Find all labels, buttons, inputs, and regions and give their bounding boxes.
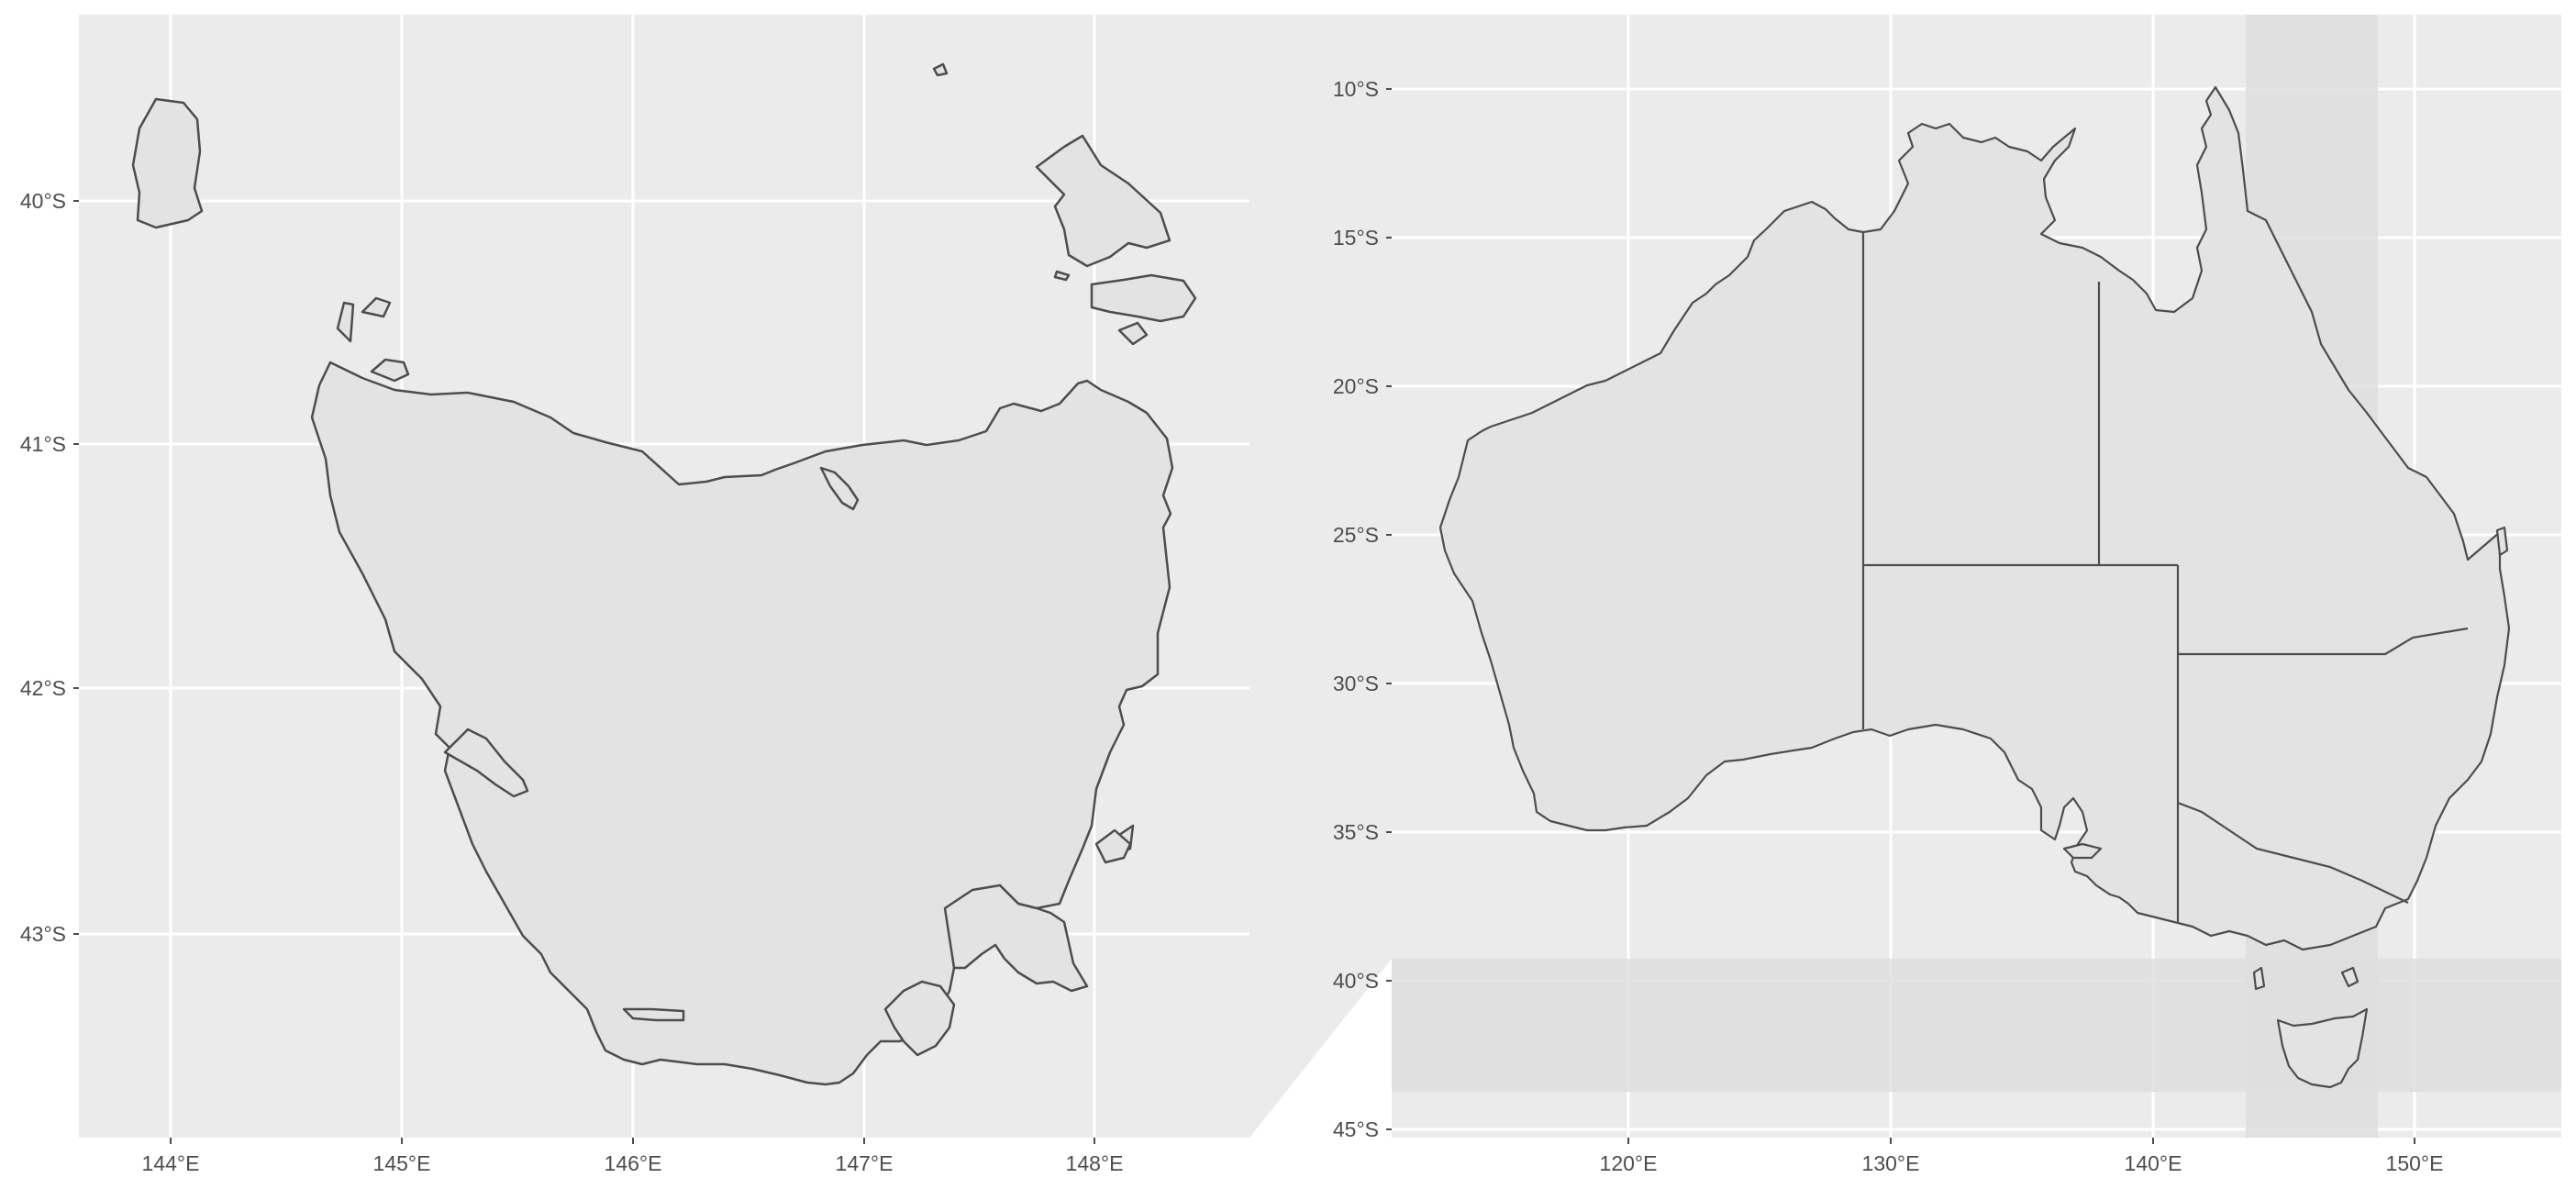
small-island-north <box>932 62 949 77</box>
main-panel: 10°S 15°S 20°S 25°S 30°S 35°S 40°S 45°S … <box>1333 15 2561 1175</box>
main-y-tick-label: 25°S <box>1333 523 1379 547</box>
inset-y-tick-label: 43°S <box>20 922 66 946</box>
kangaroo-island <box>2062 842 2103 860</box>
main-y-tick-label: 45°S <box>1333 1117 1379 1141</box>
main-y-tick-label: 40°S <box>1333 969 1379 993</box>
inset-x-tick-label: 145°E <box>373 1151 431 1175</box>
inset-x-axis: 144°E 145°E 146°E 147°E 148°E <box>142 1138 1124 1175</box>
main-x-tick-label: 150°E <box>2386 1151 2444 1175</box>
main-y-tick-label: 30°S <box>1333 672 1379 695</box>
hunter-island <box>336 301 355 343</box>
tasmania-landmass <box>131 62 1197 1086</box>
inset-y-axis: 40°S 41°S 42°S 43°S <box>20 189 79 946</box>
main-y-tick-label: 10°S <box>1333 77 1379 101</box>
inset-y-tick-label: 41°S <box>20 432 66 456</box>
king-island-small <box>2252 966 2266 991</box>
main-x-tick-label: 140°E <box>2125 1151 2182 1175</box>
bruny-island <box>883 980 956 1057</box>
tamar-estuary <box>819 466 860 511</box>
king-island <box>131 97 204 229</box>
small-island-channel <box>1053 270 1071 282</box>
inset-y-tick-label: 42°S <box>20 676 66 700</box>
state-borders <box>1861 232 2469 922</box>
main-x-axis: 120°E 130°E 140°E 150°E <box>1600 1138 2444 1175</box>
three-hummock-island <box>361 296 392 318</box>
clarke-island <box>1117 321 1149 346</box>
main-y-tick-label: 15°S <box>1333 226 1379 250</box>
zoom-band-horizontal <box>1392 959 2561 1092</box>
tasmania <box>2276 1007 2369 1089</box>
flinders-island-small <box>2340 966 2359 988</box>
main-y-axis: 10°S 15°S 20°S 25°S 30°S 35°S 40°S 45°S <box>1333 77 1392 1141</box>
inset-panel: 40°S 41°S 42°S 43°S 144°E 145°E 146°E 14… <box>20 15 1249 1175</box>
main-x-tick-label: 120°E <box>1600 1151 1658 1175</box>
zoom-connector <box>1249 15 1392 1138</box>
australia-landmass <box>1438 85 2511 1089</box>
robbins-island <box>370 358 410 383</box>
main-y-tick-label: 20°S <box>1333 374 1379 398</box>
inset-y-tick-label: 40°S <box>20 189 66 213</box>
macquarie-harbour-inlet <box>443 728 529 798</box>
tasman-peninsula <box>943 883 1089 993</box>
maria-island <box>1094 828 1132 864</box>
cape-barren-island <box>1090 273 1197 323</box>
australia-mainland <box>1438 85 2511 951</box>
inset-x-tick-label: 146°E <box>605 1151 662 1175</box>
nsw-vic-border <box>2177 801 2409 904</box>
qld-nsw-border <box>2178 627 2469 656</box>
inset-x-tick-label: 144°E <box>142 1151 200 1175</box>
fraser-island <box>2495 526 2509 557</box>
main-y-tick-label: 35°S <box>1333 820 1379 844</box>
inset-x-tick-label: 147°E <box>836 1151 894 1175</box>
flinders-island <box>1035 134 1171 268</box>
inset-x-tick-label: 148°E <box>1066 1151 1124 1175</box>
main-x-tick-label: 130°E <box>1862 1151 1920 1175</box>
southwest-island <box>622 1007 685 1022</box>
